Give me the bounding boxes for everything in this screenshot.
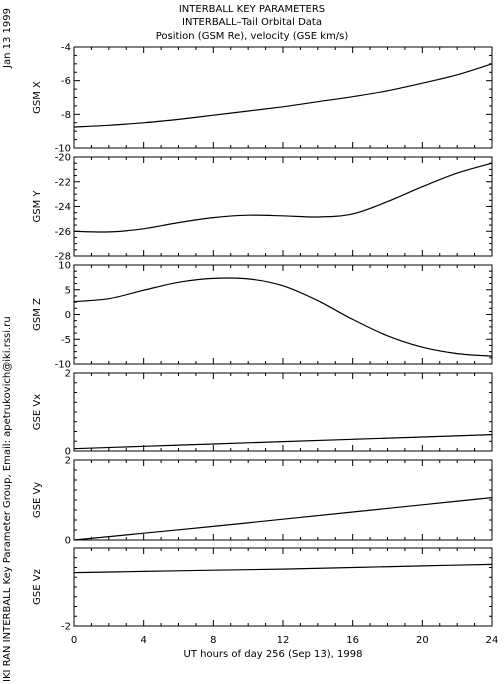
x-tick-label-0: 0 <box>71 635 77 646</box>
panel-6-ytick-label-0: -2 <box>61 622 71 633</box>
panel-1-ytick-label-2: -6 <box>61 76 71 87</box>
x-tick-label-6: 24 <box>486 635 499 646</box>
panel-4-frame <box>73 372 493 452</box>
panel-2-frame <box>73 156 493 257</box>
panel-1-frame <box>73 46 493 149</box>
panel-1-ytick-label-3: -4 <box>61 43 71 54</box>
panel-6-ylabel: GSE Vz <box>32 569 43 605</box>
panel-2-series-line <box>73 162 493 233</box>
panel-5-ytick-label-0: 0 <box>65 536 71 547</box>
panel-6-series-line <box>73 563 493 574</box>
panel-4-series-line <box>73 434 493 450</box>
x-tick-label-2: 8 <box>210 635 216 646</box>
x-tick-label-1: 4 <box>140 635 146 646</box>
panel-2-ytick-label-4: -20 <box>55 153 71 164</box>
x-tick-label-5: 20 <box>416 635 429 646</box>
x-tick-label-4: 16 <box>346 635 359 646</box>
panel-2-ytick-label-2: -24 <box>55 202 71 213</box>
panel-3-series-line <box>73 277 493 357</box>
panel-2-ylabel: GSM Y <box>32 190 43 223</box>
chart-title-line2: INTERBALL–Tail Orbital Data <box>182 17 322 28</box>
panel-4-ytick-label-1: 2 <box>65 369 71 380</box>
panel-5-series-line <box>73 497 493 541</box>
panel-4-ylabel: GSE Vx <box>32 394 43 430</box>
panel-3-ytick-label-3: 5 <box>65 285 71 296</box>
panel-2-ytick-label-0: -28 <box>55 252 71 263</box>
panel-4-ytick-label-0: 0 <box>65 447 71 458</box>
panel-3-ytick-label-4: 10 <box>58 261 71 272</box>
panel-2-ytick-label-1: -26 <box>55 227 71 238</box>
panel-1-ytick-label-0: -10 <box>55 144 71 155</box>
panel-5-ytick-label-1: 2 <box>65 456 71 467</box>
panel-3-ytick-label-0: -10 <box>55 360 71 371</box>
chart-title-line3: Position (GSM Re), velocity (GSE km/s) <box>155 31 349 42</box>
panel-3-ytick-label-2: 0 <box>65 310 71 321</box>
panel-3-ytick-label-1: -5 <box>61 335 71 346</box>
panel-5-ylabel: GSE Vy <box>32 482 43 518</box>
panel-1-series-line <box>73 63 493 128</box>
chart-title-line1: INTERBALL KEY PARAMETERS <box>178 4 326 15</box>
panel-1-ytick-label-1: -8 <box>61 110 71 121</box>
panel-3-ylabel: GSM Z <box>32 298 43 331</box>
x-axis-label: UT hours of day 256 (Sep 13), 1998 <box>184 649 363 660</box>
panel-6-frame <box>73 547 493 627</box>
panel-2-ytick-label-3: -22 <box>55 177 71 188</box>
panel-5-frame <box>73 459 493 541</box>
panel-1-ylabel: GSM X <box>32 81 43 114</box>
x-tick-label-3: 12 <box>277 635 290 646</box>
